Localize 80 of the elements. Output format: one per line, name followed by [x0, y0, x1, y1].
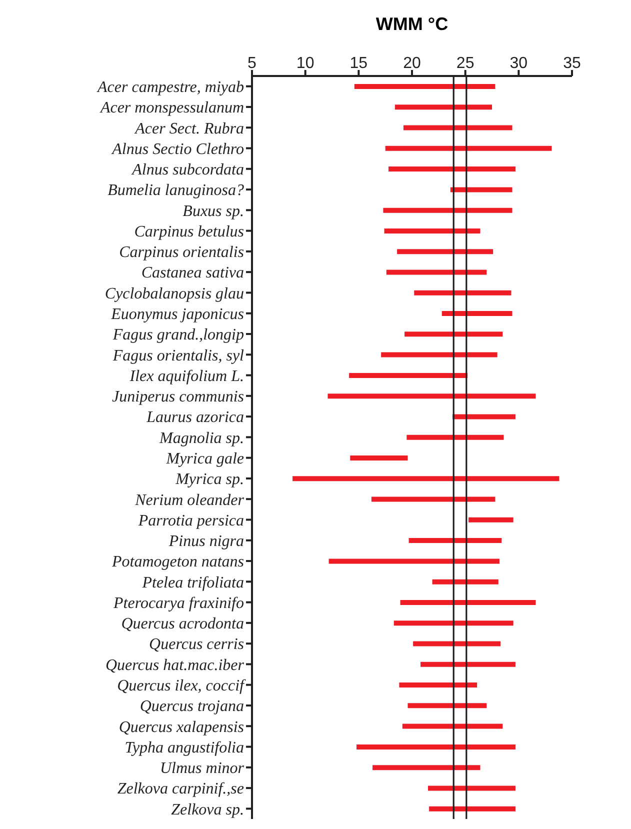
y-tick-label: Quercus ilex, coccif	[117, 678, 247, 695]
y-tick-label: Fagus orientalis, syl	[112, 347, 245, 364]
bar	[383, 208, 512, 213]
y-tick-label: Ptelea trifoliata	[141, 574, 244, 592]
bar	[384, 228, 480, 234]
bar	[404, 332, 503, 337]
bar	[450, 187, 512, 192]
bar	[356, 744, 516, 750]
y-tick-label: Bumelia lanuginosa?	[108, 182, 244, 200]
x-tick-label: 10	[296, 55, 314, 72]
y-tick-label: Pinus nigra	[168, 533, 244, 550]
y-tick-label: Fagus grand.,longip	[112, 326, 244, 344]
y-tick-label: Zelkova carpinif.,se	[117, 780, 244, 798]
bar	[402, 724, 503, 729]
bar	[403, 125, 512, 130]
y-tick-label: Potamogeton natans	[111, 554, 244, 571]
x-tick-label: 35	[563, 55, 581, 72]
bar	[349, 372, 468, 378]
bar	[292, 476, 560, 482]
bar	[452, 414, 516, 420]
bar	[428, 786, 516, 791]
y-tick-label: Ulmus minor	[160, 760, 245, 778]
y-tick-label: Carpinus betulus	[134, 223, 244, 240]
chart-title: WMM °C	[374, 14, 450, 35]
bar	[400, 600, 536, 605]
bar	[371, 496, 496, 502]
y-tick-label: Acer monspessulanum	[99, 100, 244, 117]
bar	[408, 703, 487, 708]
y-tick-label: Quercus xalapensis	[118, 718, 244, 736]
y-tick-label: Carpinus orientalis	[119, 244, 244, 262]
bar	[386, 270, 487, 275]
y-tick-label: Typha angustifolia	[124, 739, 244, 756]
bar	[406, 434, 504, 440]
x-tick-label: 20	[403, 55, 421, 72]
x-tick-label: 5	[248, 55, 257, 72]
bar	[354, 84, 496, 89]
y-tick-label: Alnus Sectio Clethro	[111, 140, 244, 158]
y-tick-label: Alnus subcordata	[131, 162, 244, 179]
y-tick-label: Myrica sp.	[174, 471, 244, 488]
y-tick-label: Euonymus japonicus	[110, 306, 244, 324]
bar	[413, 641, 501, 646]
y-tick-label: Castanea sativa	[141, 264, 244, 282]
y-tick-label: Quercus hat.mac.iber	[106, 656, 245, 674]
y-tick-label: Quercus acrodonta	[121, 616, 244, 633]
bar	[468, 517, 514, 522]
y-tick-label: Nerium oleander	[134, 492, 245, 509]
bar	[399, 682, 478, 688]
y-tick-label: Laurus azorica	[146, 409, 244, 426]
bar	[394, 104, 492, 110]
bar	[394, 620, 514, 626]
bar	[350, 456, 408, 460]
y-tick-label: Buxus sp.	[182, 202, 244, 220]
y-tick-label: Acer Sect. Rubra	[134, 120, 244, 138]
bar	[408, 538, 502, 544]
y-tick-label: Ilex aquifolium L.	[128, 368, 244, 385]
y-tick-label: Cyclobalanopsis glau	[104, 285, 244, 302]
y-tick-label: Parrotia persica	[137, 512, 244, 530]
y-tick-label: Pterocarya fraxinifo	[112, 594, 244, 612]
bar	[385, 146, 552, 151]
bar	[420, 662, 516, 667]
x-tick-label: 25	[456, 55, 474, 72]
y-tick-label: Zelkova sp.	[171, 801, 244, 818]
bar	[414, 290, 512, 296]
y-tick-label: Acer campestre, miyab	[96, 79, 244, 96]
bar	[397, 249, 494, 254]
x-tick-label: 15	[350, 55, 368, 72]
x-tick-label: 30	[510, 55, 528, 72]
bar	[328, 394, 536, 399]
bar	[442, 311, 512, 316]
y-tick-label: Quercus trojana	[140, 698, 244, 716]
bar	[388, 166, 516, 172]
bar	[381, 352, 498, 358]
bar	[432, 579, 498, 584]
bar	[328, 558, 500, 564]
bar	[429, 806, 516, 812]
y-tick-label: Magnolia sp.	[158, 430, 244, 447]
y-tick-label: Juniperus communis	[112, 388, 244, 406]
y-tick-label: Myrica gale	[165, 450, 244, 468]
bar	[372, 765, 480, 770]
y-tick-label: Quercus cerris	[149, 636, 244, 654]
